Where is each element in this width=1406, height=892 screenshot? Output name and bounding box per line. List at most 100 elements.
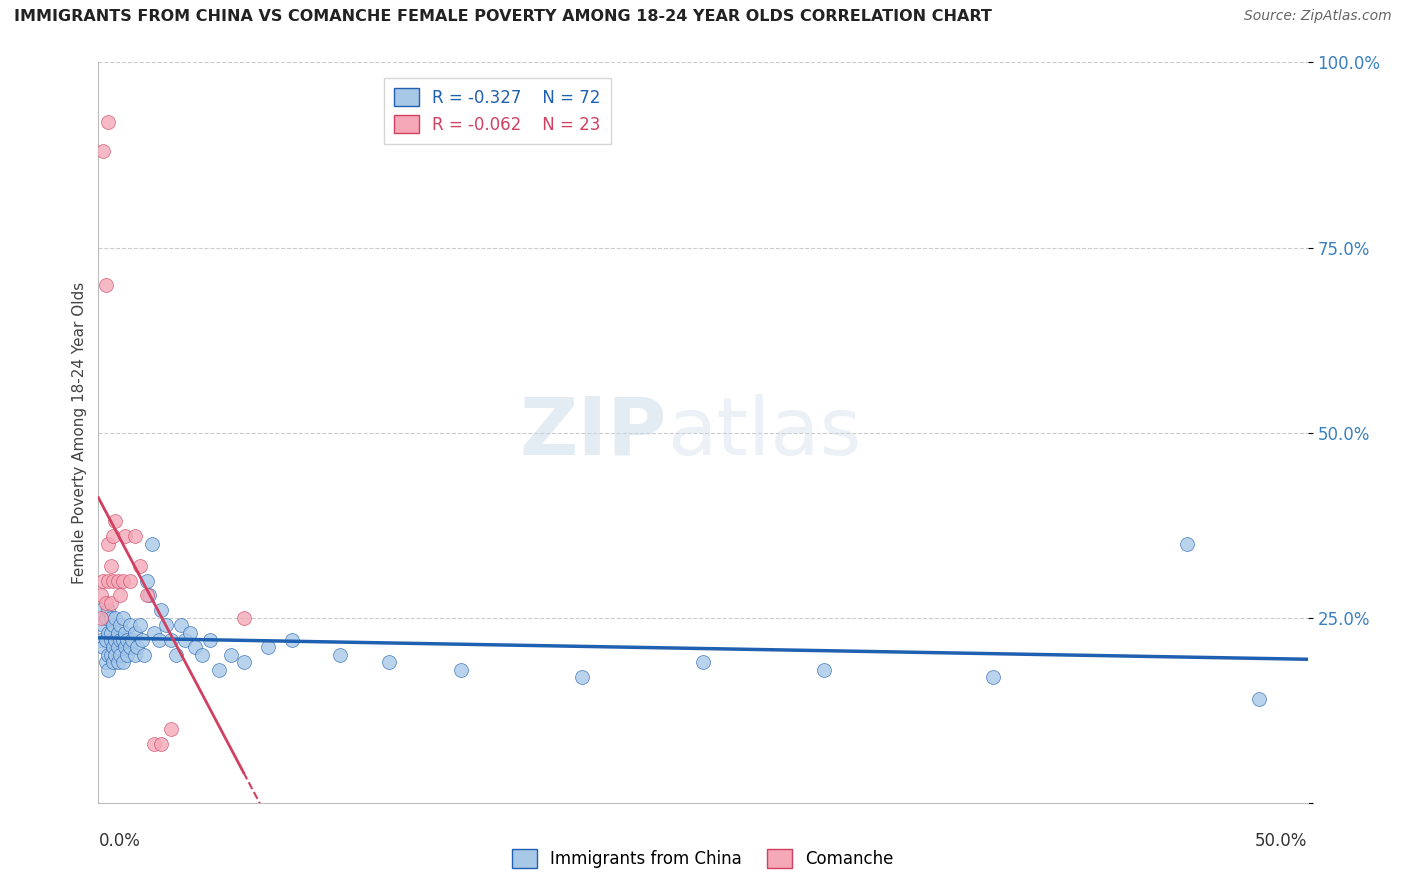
Point: [108, 632, 131, 647]
Point: [94, 655, 117, 669]
Point: [138, 589, 160, 603]
Point: [124, 529, 146, 543]
Point: [148, 632, 170, 647]
Point: [128, 618, 150, 632]
Text: Source: ZipAtlas.com: Source: ZipAtlas.com: [1244, 9, 1392, 23]
Point: [91, 618, 114, 632]
Point: [118, 640, 141, 655]
Point: [108, 618, 131, 632]
Point: [329, 648, 352, 662]
Point: [143, 737, 166, 751]
Point: [97, 574, 120, 588]
Point: [114, 640, 136, 655]
Point: [90, 603, 112, 617]
Point: [1249, 692, 1271, 706]
Point: [165, 648, 187, 662]
Point: [124, 648, 146, 662]
Point: [91, 640, 114, 655]
Point: [101, 618, 124, 632]
Point: [692, 655, 714, 669]
Point: [94, 596, 117, 610]
Point: [118, 618, 141, 632]
Point: [118, 574, 141, 588]
Point: [135, 574, 157, 588]
Point: [117, 648, 139, 662]
Text: ZIP: ZIP: [519, 393, 666, 472]
Point: [94, 277, 117, 292]
Point: [377, 655, 399, 669]
Point: [117, 632, 139, 647]
Point: [104, 515, 127, 529]
Point: [97, 663, 120, 677]
Point: [91, 574, 114, 588]
Point: [131, 632, 153, 647]
Point: [91, 145, 114, 159]
Point: [155, 618, 177, 632]
Point: [143, 625, 166, 640]
Text: 50.0%: 50.0%: [1256, 832, 1308, 850]
Point: [179, 625, 201, 640]
Point: [107, 655, 129, 669]
Point: [114, 529, 136, 543]
Point: [101, 640, 124, 655]
Point: [97, 603, 120, 617]
Point: [571, 670, 593, 684]
Point: [104, 648, 127, 662]
Point: [141, 536, 163, 550]
Point: [100, 632, 122, 647]
Point: [281, 632, 304, 647]
Point: [191, 648, 214, 662]
Point: [111, 574, 134, 588]
Point: [184, 640, 207, 655]
Point: [128, 558, 150, 573]
Point: [1175, 536, 1198, 550]
Point: [100, 558, 122, 573]
Point: [114, 625, 136, 640]
Point: [100, 648, 122, 662]
Point: [100, 625, 122, 640]
Point: [111, 610, 134, 624]
Point: [94, 610, 117, 624]
Text: IMMIGRANTS FROM CHINA VS COMANCHE FEMALE POVERTY AMONG 18-24 YEAR OLDS CORRELATI: IMMIGRANTS FROM CHINA VS COMANCHE FEMALE…: [14, 9, 993, 24]
Point: [100, 610, 122, 624]
Point: [198, 632, 221, 647]
Point: [100, 596, 122, 610]
Point: [221, 648, 243, 662]
Point: [107, 640, 129, 655]
Point: [160, 632, 183, 647]
Point: [134, 648, 156, 662]
Point: [101, 574, 124, 588]
Point: [160, 722, 183, 736]
Point: [101, 529, 124, 543]
Point: [108, 589, 131, 603]
Text: atlas: atlas: [666, 393, 860, 472]
Point: [256, 640, 278, 655]
Point: [169, 618, 191, 632]
Point: [232, 610, 254, 624]
Point: [208, 663, 231, 677]
Point: [104, 632, 127, 647]
Point: [135, 589, 157, 603]
Legend: Immigrants from China, Comanche: Immigrants from China, Comanche: [505, 843, 901, 875]
Point: [450, 663, 472, 677]
Point: [107, 574, 129, 588]
Point: [90, 610, 112, 624]
Point: [121, 632, 143, 647]
Text: 0.0%: 0.0%: [98, 832, 141, 850]
Point: [97, 114, 120, 128]
Point: [150, 737, 173, 751]
Point: [90, 632, 112, 647]
Point: [981, 670, 1004, 684]
Point: [124, 625, 146, 640]
Point: [111, 655, 134, 669]
Point: [97, 625, 120, 640]
Point: [97, 648, 120, 662]
Point: [174, 632, 197, 647]
Point: [232, 655, 254, 669]
Point: [97, 536, 120, 550]
Point: [127, 640, 149, 655]
Legend: R = -0.327    N = 72, R = -0.062    N = 23: R = -0.327 N = 72, R = -0.062 N = 23: [384, 78, 610, 144]
Point: [813, 663, 835, 677]
Point: [104, 610, 127, 624]
Point: [150, 603, 173, 617]
